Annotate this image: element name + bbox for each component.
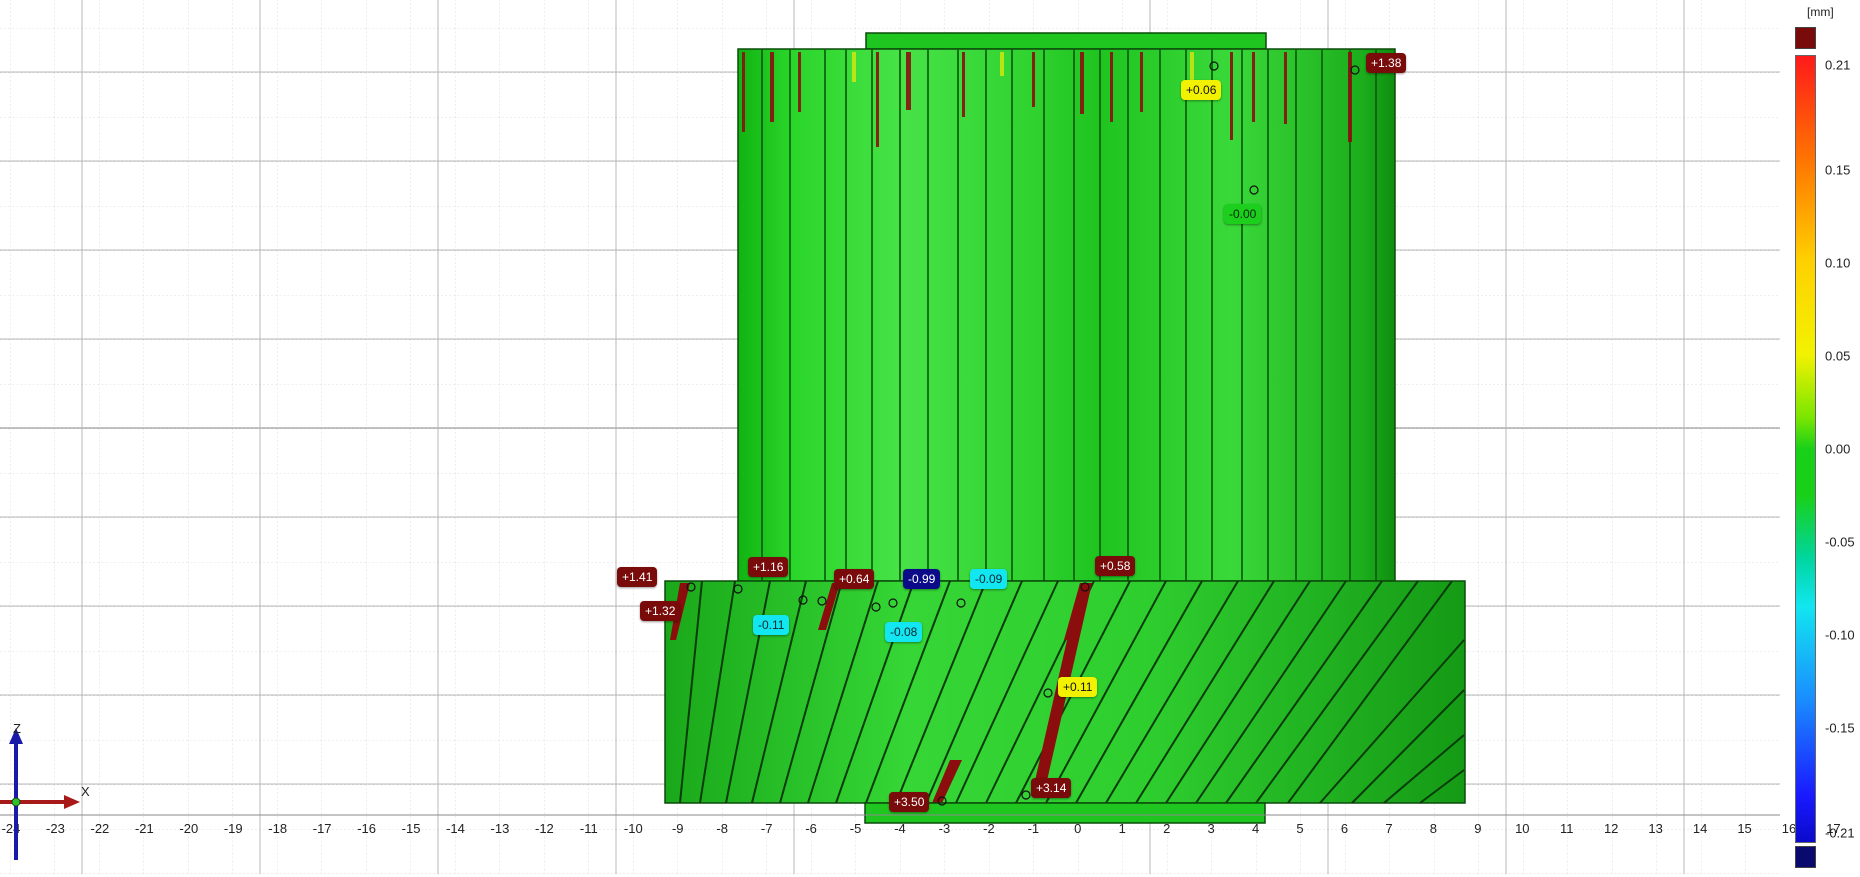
x-tick-label: -6 — [805, 821, 817, 836]
x-tick-label: 11 — [1560, 821, 1574, 836]
x-tick-label: -13 — [490, 821, 510, 836]
colorbar-label: -0.10 — [1825, 627, 1855, 643]
x-tick-label: -17 — [312, 821, 332, 836]
part-top-cap[interactable] — [865, 32, 1267, 50]
x-tick-label: -11 — [579, 821, 598, 836]
colorbar-label: 0.15 — [1825, 162, 1851, 178]
x-tick-label: -8 — [716, 821, 728, 836]
x-tick-label: 0 — [1074, 821, 1082, 836]
colorbar-label: -0.15 — [1825, 720, 1855, 736]
x-tick-label: 2 — [1163, 821, 1171, 836]
colorbar-label: -0.21 — [1825, 825, 1855, 841]
x-tick-label: 4 — [1251, 821, 1260, 836]
x-tick-label: 15 — [1737, 821, 1752, 836]
deviation-callout[interactable]: -0.99 — [903, 569, 941, 589]
x-tick-label: -14 — [446, 821, 465, 836]
x-axis-ticks: -24 -23 -22 -21 -20 -19 -18 -17 -16 -15 -14 -13 -12-… — [0, 819, 1860, 839]
x-tick-label: -18 — [268, 821, 288, 836]
x-axis-label: X — [81, 784, 90, 799]
x-tick-label: -12 — [534, 821, 554, 836]
deviation-callout[interactable]: +1.38 — [1366, 53, 1407, 73]
colorbar-label: 0.21 — [1825, 57, 1851, 73]
deviation-callout[interactable]: -0.00 — [1224, 204, 1262, 224]
x-tick-label: 3 — [1207, 821, 1215, 836]
deviation-callout[interactable]: +3.50 — [889, 792, 930, 812]
x-tick-label: 17 — [1826, 821, 1841, 836]
deviation-callout[interactable]: +0.58 — [1095, 556, 1136, 576]
x-tick-label: 5 — [1296, 821, 1304, 836]
x-tick-label: -16 — [357, 821, 376, 836]
part-helical-gear[interactable] — [664, 580, 1466, 824]
deviation-callout[interactable]: +0.64 — [834, 569, 875, 589]
x-tick-label: 10 — [1515, 821, 1530, 836]
x-tick-label: -21 — [134, 821, 154, 836]
x-tick-label: -1 — [1027, 821, 1040, 836]
deviation-callout[interactable]: +1.32 — [640, 601, 681, 621]
x-tick-label: -23 — [46, 821, 65, 836]
colorbar-unit: [mm] — [1807, 5, 1834, 19]
deviation-callout[interactable]: +3.14 — [1031, 778, 1072, 798]
colorbar-under-swatch[interactable] — [1795, 846, 1816, 868]
x-tick-label: -9 — [671, 821, 684, 836]
colorbar-label: 0.05 — [1825, 348, 1851, 364]
deviation-callout[interactable]: +1.16 — [748, 557, 789, 577]
axis-gizmo[interactable]: Z X — [0, 721, 110, 872]
x-tick-label: -10 — [623, 821, 643, 836]
callout-anchors — [686, 61, 1360, 806]
deviation-callout[interactable]: +1.41 — [617, 567, 658, 587]
x-tick-label: -19 — [223, 821, 243, 836]
part-upper-cylinder[interactable] — [737, 48, 1396, 582]
x-tick-label: -5 — [849, 821, 862, 836]
x-tick-label: -15 — [401, 821, 421, 836]
x-tick-label: -22 — [90, 821, 110, 836]
part-bottom-cap[interactable] — [864, 802, 1266, 824]
deviation-callout[interactable]: -0.08 — [885, 622, 923, 642]
colorbar-over-swatch[interactable] — [1795, 27, 1816, 49]
x-tick-label: -7 — [760, 821, 773, 836]
deviation-callout[interactable]: -0.09 — [970, 569, 1008, 589]
deviation-callout[interactable]: +0.11 — [1058, 677, 1098, 697]
x-tick-label: 9 — [1474, 821, 1482, 836]
x-tick-label: 6 — [1340, 821, 1349, 836]
x-tick-label: 8 — [1429, 821, 1438, 836]
axis-gizmo-graphic — [0, 728, 80, 860]
x-tick-label: 12 — [1603, 821, 1619, 836]
x-tick-label: 7 — [1385, 821, 1393, 836]
x-tick-label: -2 — [983, 821, 995, 836]
x-tick-label: 14 — [1692, 821, 1708, 836]
x-tick-label: -3 — [938, 821, 951, 836]
x-tick-label: 16 — [1781, 821, 1797, 836]
z-axis-label: Z — [13, 721, 21, 736]
x-tick-label: 13 — [1648, 821, 1663, 836]
x-tick-label: -20 — [179, 821, 199, 836]
x-tick-label: 1 — [1118, 821, 1126, 836]
colorbar-label: 0.00 — [1825, 441, 1851, 457]
x-tick-label: -4 — [894, 821, 906, 836]
deviation-callout[interactable]: -0.11 — [753, 615, 790, 635]
deviation-callout[interactable]: +0.06 — [1181, 80, 1222, 100]
colorbar-label: -0.05 — [1825, 534, 1855, 550]
colorbar-gradient[interactable] — [1795, 55, 1816, 843]
colorbar-label: 0.10 — [1825, 255, 1851, 271]
